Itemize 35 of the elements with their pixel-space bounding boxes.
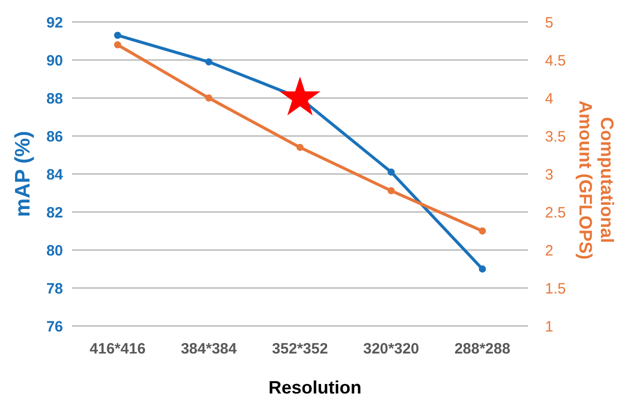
y2-axis-title: Computational Amount (GFLOPS) <box>575 100 617 260</box>
point <box>114 32 122 39</box>
point <box>205 58 212 66</box>
point <box>114 41 122 48</box>
y-tick-label: 84 <box>46 166 64 184</box>
y-tick-label: 78 <box>46 280 63 298</box>
y2-tick-label: 5 <box>545 14 554 32</box>
point <box>205 94 212 102</box>
y2-tick-label: 2.5 <box>545 204 566 222</box>
y-tick-label: 90 <box>46 52 63 70</box>
y2-tick-label: 3 <box>545 166 554 184</box>
y-tick-label: 80 <box>46 242 63 260</box>
y-tick-label: 86 <box>46 128 63 146</box>
y-axis-title: mAP (%) <box>11 131 34 217</box>
y2-tick-label: 3.5 <box>545 128 566 146</box>
x-tick-label: 288*288 <box>454 340 510 358</box>
y-tick-label: 92 <box>46 14 63 32</box>
x-tick-label: 320*320 <box>363 340 420 358</box>
point <box>478 227 486 235</box>
x-axis-title: Resolution <box>268 377 362 398</box>
y-tick-label: 88 <box>46 90 63 108</box>
x-tick-label: 352*352 <box>272 340 328 358</box>
point <box>296 144 304 151</box>
x-tick-label: 416*416 <box>90 340 146 358</box>
point <box>388 168 395 176</box>
x-tick-label: 384*384 <box>180 340 238 358</box>
y2-tick-label: 4 <box>545 90 554 108</box>
point <box>478 265 486 273</box>
point <box>388 187 395 194</box>
y2-tick-label: 1.5 <box>545 280 566 298</box>
y2-tick-label: 2 <box>545 242 554 260</box>
y-tick-label: 76 <box>46 318 63 336</box>
y-tick-label: 82 <box>46 204 63 222</box>
y2-tick-label: 1 <box>545 318 554 336</box>
y2-tick-label: 4.5 <box>545 52 566 70</box>
